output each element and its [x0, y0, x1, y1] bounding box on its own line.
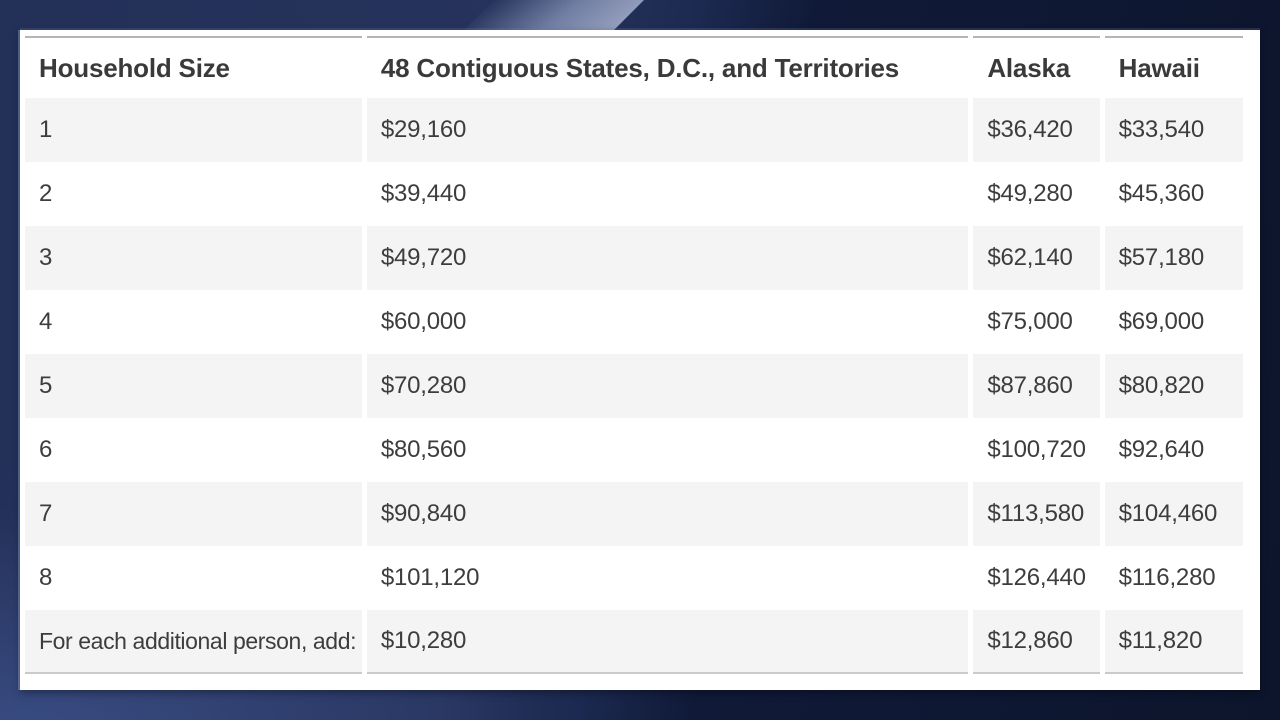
contiguous-states-value-cell: $39,440 — [380, 180, 467, 207]
contiguous-states-value-cell: $101,120 — [380, 564, 480, 591]
col-header-alaska: Alaska — [973, 36, 1100, 98]
alaska-value-cell: $100,720 — [987, 436, 1086, 463]
hawaii-value-cell: $11,820 — [1104, 610, 1243, 674]
contiguous-states-value-cell: $60,000 — [380, 308, 467, 335]
table-row: 5 $70,280 $87,860 $80,820 — [25, 354, 1243, 418]
hawaii-value-cell: $80,820 — [1104, 354, 1243, 418]
diagonal-highlight-band — [460, 0, 650, 34]
col-header-contiguous-states: 48 Contiguous States, D.C., and Territor… — [366, 36, 969, 98]
hawaii-value-cell: $57,180 — [1104, 226, 1243, 290]
alaska-value-cell: $126,440 — [987, 564, 1086, 591]
alaska-value-cell: $49,280 — [987, 180, 1073, 207]
contiguous-states-value-cell: $70,280 — [366, 354, 969, 418]
contiguous-states-value-cell: $80,560 — [380, 436, 467, 463]
alaska-value-cell: $36,420 — [973, 98, 1100, 162]
contiguous-states-value-cell: $10,280 — [366, 610, 969, 674]
household-size-cell: For each additional person, add: — [25, 610, 362, 674]
alaska-value-cell: $87,860 — [973, 354, 1100, 418]
table-row: 6 $80,560 $100,720 $92,640 — [25, 418, 1243, 482]
table-row: 8 $101,120 $126,440 $116,280 — [25, 546, 1243, 610]
alaska-value-cell: $12,860 — [973, 610, 1100, 674]
income-table-panel: Household Size 48 Contiguous States, D.C… — [20, 30, 1260, 690]
table-header-row: Household Size 48 Contiguous States, D.C… — [25, 36, 1243, 98]
household-size-cell: 8 — [39, 564, 53, 591]
hawaii-value-cell: $33,540 — [1104, 98, 1243, 162]
hawaii-value-cell: $92,640 — [1118, 436, 1205, 463]
alaska-value-cell: $62,140 — [973, 226, 1100, 290]
table-row: 1 $29,160 $36,420 $33,540 — [25, 98, 1243, 162]
table-body: 1 $29,160 $36,420 $33,540 2 $39,440 $49,… — [25, 98, 1243, 674]
contiguous-states-value-cell: $90,840 — [366, 482, 969, 546]
table-row: 3 $49,720 $62,140 $57,180 — [25, 226, 1243, 290]
col-header-hawaii: Hawaii — [1104, 36, 1243, 98]
household-size-cell: 1 — [25, 98, 362, 162]
hawaii-value-cell: $45,360 — [1118, 180, 1205, 207]
alaska-value-cell: $75,000 — [987, 308, 1073, 335]
hawaii-value-cell: $69,000 — [1118, 308, 1205, 335]
household-size-cell: 6 — [39, 436, 53, 463]
alaska-value-cell: $113,580 — [973, 482, 1100, 546]
table-row: 4 $60,000 $75,000 $69,000 — [25, 290, 1243, 354]
income-limits-table: Household Size 48 Contiguous States, D.C… — [20, 36, 1248, 674]
hawaii-value-cell: $104,460 — [1104, 482, 1243, 546]
household-size-cell: 7 — [25, 482, 362, 546]
col-header-household-size: Household Size — [25, 36, 362, 98]
table-row: 7 $90,840 $113,580 $104,460 — [25, 482, 1243, 546]
household-size-cell: 2 — [39, 180, 53, 207]
household-size-cell: 3 — [25, 226, 362, 290]
household-size-cell: 5 — [25, 354, 362, 418]
contiguous-states-value-cell: $49,720 — [366, 226, 969, 290]
contiguous-states-value-cell: $29,160 — [366, 98, 969, 162]
table-row: 2 $39,440 $49,280 $45,360 — [25, 162, 1243, 226]
table-row: For each additional person, add: $10,280… — [25, 610, 1243, 674]
household-size-cell: 4 — [39, 308, 53, 335]
hawaii-value-cell: $116,280 — [1118, 564, 1216, 591]
